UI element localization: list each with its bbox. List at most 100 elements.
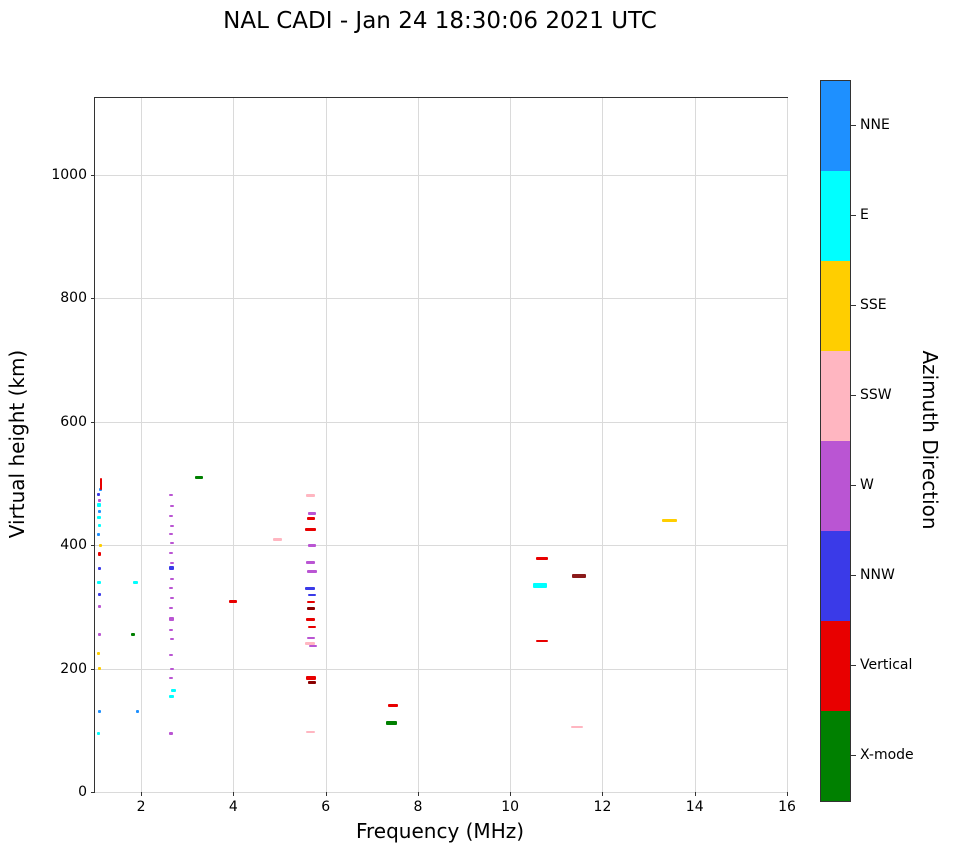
colorbar-label: X-mode (860, 747, 914, 763)
data-point (307, 511, 316, 515)
x-tick-label: 4 (228, 799, 238, 815)
data-point (533, 582, 548, 588)
x-tick-label: 8 (413, 799, 423, 815)
y-tick-mark (91, 668, 95, 670)
data-point (168, 566, 174, 571)
colorbar-segment (821, 171, 850, 261)
data-point (169, 654, 174, 657)
grid-line (510, 98, 512, 792)
grid-line (694, 98, 696, 792)
data-point (169, 676, 174, 679)
data-point (307, 593, 316, 596)
colorbar-title-wrap: Azimuth Direction (910, 80, 950, 800)
data-point (169, 578, 174, 581)
colorbar-tick-mark (851, 125, 856, 126)
x-tick-label: 14 (685, 799, 704, 815)
colorbar-segment (821, 81, 850, 171)
y-tick-mark (91, 792, 95, 793)
y-tick-label: 400 (60, 537, 87, 554)
colorbar-segment (821, 441, 850, 531)
colorbar-segment (821, 261, 850, 351)
colorbar-segment (821, 711, 850, 801)
y-axis-label-wrap: Virtual height (km) (2, 97, 32, 791)
colorbar-label: NNW (860, 567, 895, 583)
y-tick-label: 800 (60, 290, 87, 307)
data-point (385, 720, 397, 725)
x-tick-mark (417, 792, 419, 796)
grid-line (95, 421, 787, 423)
data-point (169, 514, 174, 517)
colorbar-tick-mark (851, 215, 856, 216)
data-point (99, 488, 103, 492)
data-point (170, 524, 175, 527)
data-point (136, 710, 140, 714)
colorbar-title: Azimuth Direction (918, 350, 942, 530)
colorbar-tick-mark (851, 485, 856, 486)
grid-line (233, 98, 235, 792)
data-point (306, 606, 315, 610)
data-point (170, 596, 175, 599)
data-point (194, 475, 203, 479)
y-tick-label: 600 (60, 413, 87, 430)
x-tick-label: 2 (136, 799, 146, 815)
grid-line (95, 792, 787, 793)
x-tick-mark (510, 792, 512, 796)
data-point (98, 498, 102, 502)
data-point (306, 600, 315, 603)
colorbar-label: E (860, 207, 869, 223)
y-tick-label: 0 (78, 784, 87, 800)
colorbar-label: W (860, 477, 874, 493)
grid-line (141, 98, 143, 792)
colorbar-label: Vertical (860, 657, 913, 673)
data-point (305, 528, 317, 532)
data-point (306, 569, 317, 573)
grid-line (95, 668, 787, 670)
x-tick-mark (233, 792, 235, 796)
data-point (307, 680, 316, 684)
colorbar-segment (821, 621, 850, 711)
x-tick-mark (602, 792, 604, 796)
colorbar-tick-mark (851, 575, 856, 576)
data-point (98, 524, 102, 527)
data-point (170, 561, 175, 564)
colorbar-label: SSW (860, 387, 892, 403)
data-point (98, 552, 102, 557)
data-point (169, 731, 174, 735)
chart-title: NAL CADI - Jan 24 18:30:06 2021 UTC (223, 8, 657, 34)
y-axis-label: Virtual height (km) (5, 349, 29, 539)
data-point (306, 731, 316, 734)
data-point (661, 519, 677, 523)
grid-line (602, 98, 604, 792)
y-tick-mark (91, 421, 95, 423)
data-point (133, 580, 139, 584)
grid-line (95, 175, 787, 177)
data-point (97, 731, 101, 735)
x-tick-label: 6 (321, 799, 331, 815)
plot-area: 2 4 6 8 10 12 14 16 0 200 400 600 800 1000 (51, 97, 796, 815)
data-point (304, 642, 315, 646)
colorbar-tick-mark (851, 395, 856, 396)
data-point (100, 477, 103, 490)
colorbar-segment (821, 351, 850, 441)
data-point (536, 639, 549, 642)
data-point (306, 636, 315, 639)
data-point (169, 607, 174, 610)
data-point (308, 645, 317, 648)
y-tick-mark (91, 298, 95, 300)
data-point (169, 587, 174, 590)
data-point (97, 532, 101, 536)
data-point (169, 551, 174, 554)
data-point (169, 694, 175, 698)
data-point (96, 503, 101, 508)
data-point (229, 600, 238, 604)
data-point (96, 580, 101, 584)
colorbar-tick-mark (851, 755, 856, 756)
colorbar-tick-mark (851, 665, 856, 666)
colorbar-label: NNE (860, 117, 890, 133)
x-tick-mark (787, 792, 788, 796)
y-tick-mark (91, 545, 95, 547)
data-point (169, 628, 174, 631)
x-tick-label: 16 (778, 799, 796, 815)
colorbar-label: SSE (860, 297, 887, 313)
grid-line (95, 298, 787, 300)
